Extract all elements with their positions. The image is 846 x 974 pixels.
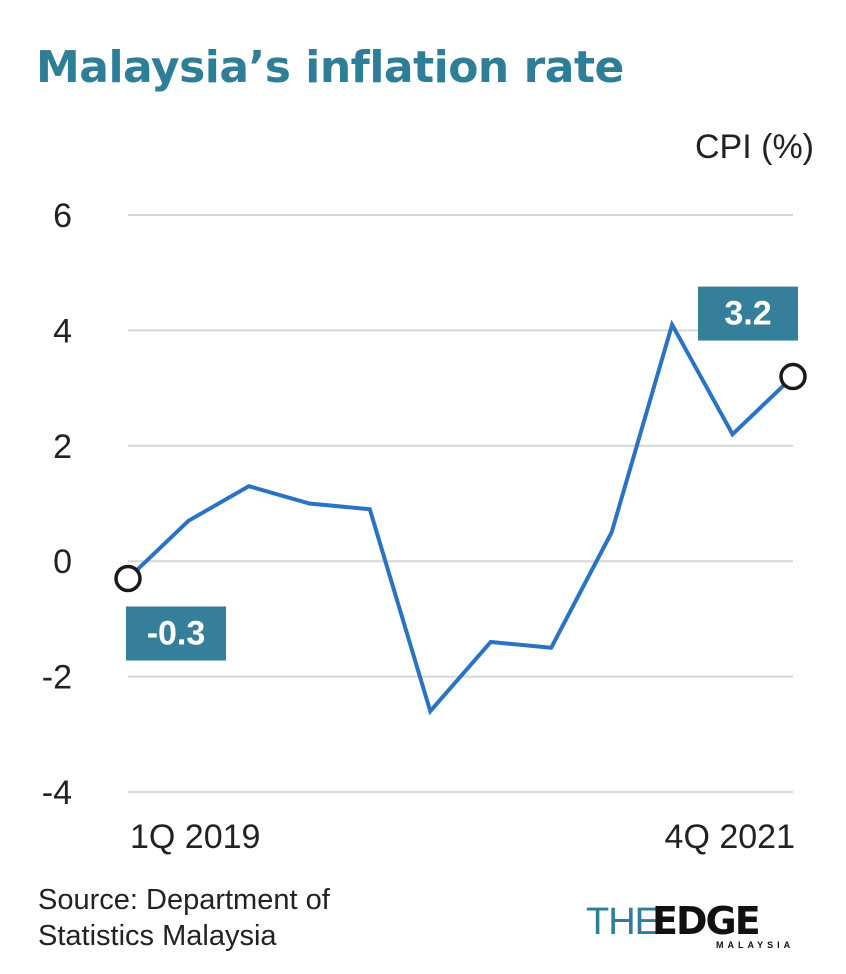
value-label-box: [126, 606, 226, 661]
source-line-1: Source: Department of: [38, 884, 330, 916]
logo-edge: EDGE: [652, 899, 759, 943]
the-edge-logo: THE EDGE MALAYSIA: [586, 899, 794, 950]
y-tick-label: -4: [42, 774, 72, 812]
y-tick-label: 2: [53, 428, 72, 466]
endpoint-marker: [114, 564, 142, 593]
source-line-2: Statistics Malaysia: [38, 920, 277, 952]
source-note: Source: Department of Statistics Malaysi…: [38, 882, 330, 954]
x-tick-label: 1Q 2019: [130, 818, 260, 856]
y-tick-label: -2: [42, 659, 72, 697]
series-line: [126, 319, 795, 716]
line-chart: 6 4 2 0 -2 -4 1Q 2019 4Q 2021 -0.3 3.2: [42, 197, 807, 856]
logo-region: MALAYSIA: [716, 940, 794, 950]
x-tick-label: 4Q 2021: [665, 818, 795, 856]
value-label-box: [698, 286, 798, 341]
logo-the: THE: [586, 901, 659, 943]
y-tick-label: 4: [53, 312, 72, 350]
value-label: 3.2: [724, 295, 771, 333]
y-axis-unit-label: CPI (%): [695, 128, 814, 166]
y-tick-label: 6: [53, 197, 72, 235]
endpoint-marker: [779, 362, 807, 391]
chart-title: Malaysia’s inflation rate: [36, 42, 624, 93]
y-tick-label: 0: [53, 543, 72, 581]
value-label: -0.3: [147, 615, 206, 653]
